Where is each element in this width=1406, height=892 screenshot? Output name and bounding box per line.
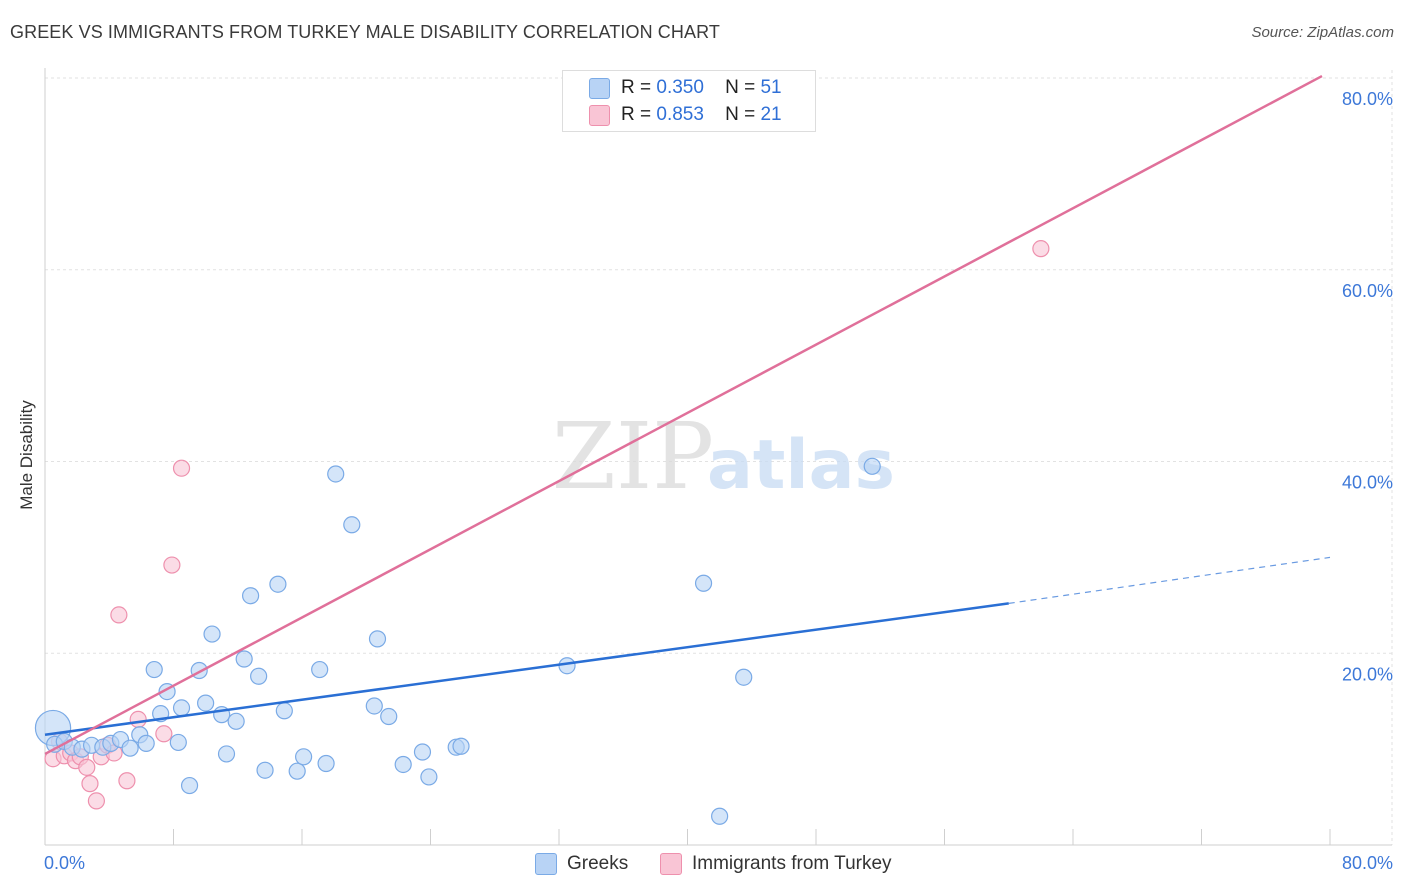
turkey-point bbox=[110, 606, 128, 624]
greeks-point bbox=[365, 697, 383, 715]
greeks-point bbox=[327, 465, 345, 483]
greeks-point bbox=[269, 575, 287, 593]
legend-swatch-greeks bbox=[535, 853, 557, 875]
y-tick-label: 60.0% bbox=[1342, 281, 1393, 301]
n-label: N = bbox=[725, 104, 756, 125]
greeks-point bbox=[250, 667, 268, 685]
series-turkey-points bbox=[44, 240, 1050, 810]
greeks-point bbox=[295, 748, 313, 766]
turkey-point bbox=[78, 758, 96, 776]
greeks-point bbox=[203, 625, 221, 643]
greeks-point bbox=[420, 768, 438, 786]
greeks-point bbox=[288, 762, 306, 780]
greeks-point bbox=[311, 660, 329, 679]
greeks-n-value: 51 bbox=[760, 77, 782, 98]
greeks-point bbox=[169, 733, 187, 752]
greeks-point bbox=[275, 702, 293, 720]
series-greeks-points bbox=[34, 457, 881, 825]
greeks-point bbox=[711, 807, 729, 825]
turkey-point bbox=[81, 775, 99, 793]
turkey-point bbox=[87, 792, 106, 810]
watermark-zip: ZIP bbox=[552, 403, 714, 510]
legend-label-greeks: Greeks bbox=[567, 853, 629, 874]
greeks-point bbox=[452, 737, 470, 755]
greeks-point bbox=[121, 739, 139, 757]
greeks-point bbox=[343, 516, 361, 534]
tick-labels: 20.0% 40.0% 60.0% 80.0% 0.0% 80.0% bbox=[44, 89, 1393, 873]
r-label: R = bbox=[621, 77, 652, 98]
turkey-point bbox=[163, 556, 181, 574]
greeks-point bbox=[394, 755, 412, 774]
trend-lines bbox=[44, 74, 1331, 756]
greeks-point bbox=[380, 707, 398, 726]
turkey-r-value: 0.853 bbox=[656, 104, 704, 125]
source-label: Source: ZipAtlas.com bbox=[1251, 24, 1394, 41]
n-label: N = bbox=[725, 77, 756, 98]
greeks-point bbox=[172, 699, 191, 717]
legend-swatch-turkey bbox=[660, 853, 682, 875]
greeks-trend-extension bbox=[1008, 556, 1331, 604]
turkey-trend-line bbox=[44, 74, 1323, 756]
greeks-point bbox=[242, 587, 260, 605]
greeks-point bbox=[180, 776, 199, 795]
x-tick-label: 0.0% bbox=[44, 853, 85, 873]
greeks-trend-line bbox=[44, 602, 1009, 736]
greeks-point bbox=[317, 754, 335, 773]
greeks-point bbox=[735, 668, 753, 686]
greeks-point bbox=[145, 660, 163, 679]
turkey-point bbox=[172, 459, 191, 477]
y-tick-label: 20.0% bbox=[1342, 664, 1393, 684]
y-tick-label: 80.0% bbox=[1342, 89, 1393, 109]
turkey-point bbox=[1032, 240, 1050, 258]
greeks-point bbox=[137, 734, 155, 752]
legend-label-turkey: Immigrants from Turkey bbox=[692, 853, 892, 874]
turkey-point bbox=[118, 772, 136, 790]
greeks-point bbox=[217, 745, 236, 763]
legend-stats: R = 0.350 N = 51 R = 0.853 N = 21 bbox=[562, 70, 816, 132]
r-label: R = bbox=[621, 104, 652, 125]
greeks-point bbox=[863, 457, 881, 475]
greeks-point bbox=[558, 657, 576, 675]
turkey-point bbox=[155, 725, 173, 743]
x-tick-label: 80.0% bbox=[1342, 853, 1393, 873]
legend-swatch-greeks bbox=[589, 78, 610, 99]
greeks-point bbox=[694, 574, 713, 592]
greeks-point bbox=[413, 743, 432, 761]
y-tick-label: 40.0% bbox=[1342, 473, 1393, 493]
turkey-n-value: 21 bbox=[760, 104, 782, 125]
y-axis-label: Male Disability bbox=[17, 400, 36, 510]
greeks-point bbox=[197, 694, 215, 712]
greeks-point bbox=[256, 761, 274, 779]
turkey-point bbox=[129, 710, 147, 729]
greeks-r-value: 0.350 bbox=[656, 77, 704, 98]
greeks-point bbox=[227, 712, 245, 730]
greeks-point bbox=[368, 630, 387, 648]
grid-lines bbox=[45, 70, 1393, 845]
greeks-point bbox=[235, 650, 253, 668]
legend-swatch-turkey bbox=[589, 105, 610, 126]
chart-title: GREEK VS IMMIGRANTS FROM TURKEY MALE DIS… bbox=[10, 22, 720, 42]
